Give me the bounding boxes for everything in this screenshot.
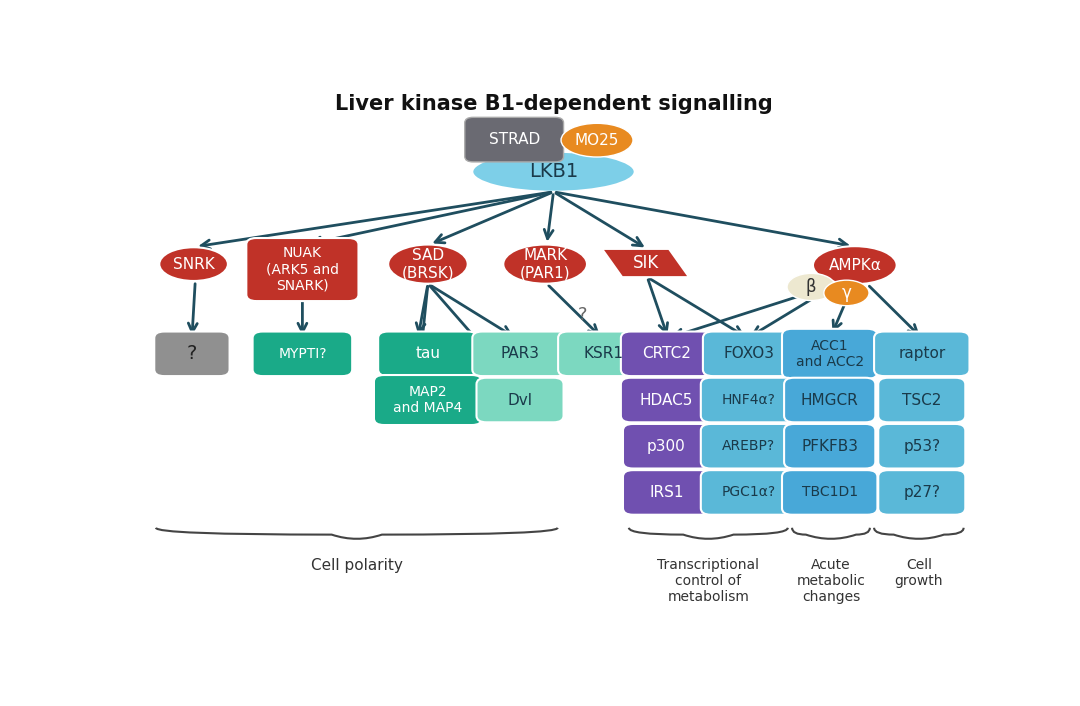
- Text: TSC2: TSC2: [902, 393, 942, 407]
- FancyBboxPatch shape: [782, 470, 877, 515]
- Text: Transcriptional
control of
metabolism: Transcriptional control of metabolism: [658, 558, 759, 604]
- FancyBboxPatch shape: [701, 470, 796, 515]
- Text: STRAD: STRAD: [488, 132, 540, 147]
- Text: ACC1
and ACC2: ACC1 and ACC2: [796, 339, 864, 369]
- Text: SAD
(BRSK): SAD (BRSK): [402, 248, 455, 280]
- FancyBboxPatch shape: [701, 378, 796, 422]
- FancyBboxPatch shape: [878, 378, 966, 422]
- Text: PAR3: PAR3: [500, 347, 540, 361]
- Text: Acute
metabolic
changes: Acute metabolic changes: [797, 558, 865, 604]
- Ellipse shape: [824, 280, 869, 306]
- FancyBboxPatch shape: [476, 378, 564, 422]
- Text: NUAK
(ARK5 and
SNARK): NUAK (ARK5 and SNARK): [266, 246, 339, 293]
- Text: Liver kinase B1-dependent signalling: Liver kinase B1-dependent signalling: [335, 94, 772, 114]
- Text: FOXO3: FOXO3: [723, 347, 774, 361]
- Ellipse shape: [159, 247, 228, 281]
- Text: PFKFB3: PFKFB3: [801, 438, 859, 454]
- Text: PGC1α?: PGC1α?: [721, 486, 775, 499]
- Text: SNRK: SNRK: [173, 256, 215, 272]
- FancyBboxPatch shape: [154, 332, 230, 376]
- Text: Cell
growth: Cell growth: [894, 558, 943, 588]
- Ellipse shape: [813, 246, 896, 285]
- FancyBboxPatch shape: [253, 332, 352, 376]
- FancyBboxPatch shape: [374, 375, 482, 425]
- Polygon shape: [602, 249, 689, 277]
- FancyBboxPatch shape: [784, 378, 875, 422]
- FancyBboxPatch shape: [623, 470, 710, 515]
- FancyBboxPatch shape: [246, 238, 359, 301]
- FancyBboxPatch shape: [878, 424, 966, 469]
- Text: HMGCR: HMGCR: [801, 393, 859, 407]
- Text: SIK: SIK: [633, 254, 659, 272]
- Text: p300: p300: [647, 438, 686, 454]
- FancyBboxPatch shape: [378, 332, 477, 376]
- Text: β: β: [806, 278, 816, 296]
- Text: LKB1: LKB1: [529, 162, 578, 181]
- FancyBboxPatch shape: [784, 424, 875, 469]
- Text: AMPKα: AMPKα: [828, 258, 881, 273]
- Text: tau: tau: [416, 347, 441, 361]
- FancyBboxPatch shape: [623, 424, 710, 469]
- Text: TBC1D1: TBC1D1: [801, 486, 858, 499]
- Text: p27?: p27?: [903, 485, 941, 500]
- Ellipse shape: [561, 124, 633, 157]
- Ellipse shape: [503, 244, 588, 284]
- Text: KSR1: KSR1: [583, 347, 624, 361]
- Text: ?: ?: [578, 306, 588, 324]
- Text: MO25: MO25: [575, 133, 619, 148]
- Text: IRS1: IRS1: [649, 485, 684, 500]
- FancyBboxPatch shape: [621, 332, 712, 376]
- Text: γ: γ: [841, 284, 851, 302]
- Text: MYPTI?: MYPTI?: [279, 347, 326, 361]
- FancyBboxPatch shape: [878, 470, 966, 515]
- FancyBboxPatch shape: [701, 424, 796, 469]
- Text: p53?: p53?: [903, 438, 941, 454]
- Ellipse shape: [388, 244, 468, 284]
- Text: AREBP?: AREBP?: [721, 439, 775, 453]
- Text: MAP2
and MAP4: MAP2 and MAP4: [393, 385, 462, 415]
- Text: CRTC2: CRTC2: [642, 347, 691, 361]
- Text: HNF4α?: HNF4α?: [721, 393, 775, 407]
- Text: Cell polarity: Cell polarity: [311, 558, 403, 573]
- Text: Dvl: Dvl: [508, 393, 532, 407]
- FancyBboxPatch shape: [558, 332, 649, 376]
- FancyBboxPatch shape: [472, 332, 568, 376]
- FancyBboxPatch shape: [703, 332, 794, 376]
- Text: ?: ?: [187, 345, 198, 364]
- Ellipse shape: [787, 273, 836, 301]
- FancyBboxPatch shape: [621, 378, 712, 422]
- Text: raptor: raptor: [899, 347, 945, 361]
- Ellipse shape: [472, 151, 635, 192]
- Text: MARK
(PAR1): MARK (PAR1): [519, 248, 570, 280]
- FancyBboxPatch shape: [782, 329, 877, 379]
- FancyBboxPatch shape: [464, 117, 564, 162]
- Text: HDAC5: HDAC5: [639, 393, 693, 407]
- FancyBboxPatch shape: [874, 332, 970, 376]
